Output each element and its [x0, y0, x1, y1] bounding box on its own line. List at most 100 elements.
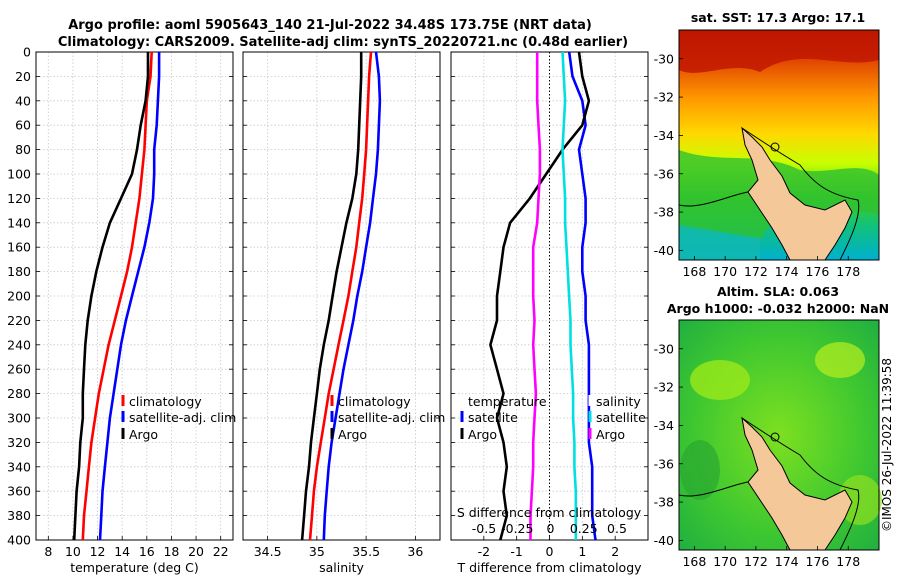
temp-ytick-label: 300 — [7, 411, 31, 426]
temp-legend-climatology: climatology — [129, 394, 202, 409]
sla-map-axes: 168 170 172 174 176 178 -30 -32 -34 -36 -38 -40 — [654, 341, 861, 569]
sla-ytick-label: -30 — [654, 341, 674, 356]
sla-map: 168 170 172 174 176 178 -30 -32 -34 -36 -38 -40 — [654, 319, 882, 569]
temp-ytick-label: 320 — [7, 435, 31, 450]
sla-map-subtitle: Argo h1000: -0.032 h2000: NaN — [667, 301, 889, 316]
sst-warm-band — [679, 30, 879, 73]
temp-ytick-label: 80 — [15, 142, 31, 157]
figure-title-line2: Climatology: CARS2009. Satellite-adj cli… — [58, 35, 628, 50]
temp-ytick-label: 40 — [15, 93, 31, 108]
sla-xtick-label: 168 — [682, 554, 706, 569]
diff-xtick-label: -2 — [478, 544, 490, 559]
sal-xlabel: salinity — [319, 560, 364, 575]
temp-xtick-label: 10 — [65, 544, 81, 559]
temp-ytick-label: 260 — [7, 362, 31, 377]
imos-credit: ©IMOS 26-Jul-2022 11:39:58 — [880, 358, 894, 532]
diff-s-tick-label: 0 — [547, 521, 555, 536]
sst-xtick-label: 170 — [713, 264, 737, 279]
sst-map-frame — [678, 29, 880, 261]
sal-series-argo — [300, 52, 363, 541]
sst-xtick-label: 168 — [682, 264, 706, 279]
temp-frame — [35, 51, 234, 541]
sst-ytick-label: -32 — [654, 90, 674, 105]
temp-ytick-label: 280 — [7, 386, 31, 401]
sst-ytick-label: -34 — [654, 128, 674, 143]
diff-s-tick-label: -0.5 — [472, 521, 496, 536]
sst-contour — [678, 127, 860, 261]
sst-xtick-label: 176 — [806, 264, 830, 279]
temp-ytick-label: 120 — [7, 191, 31, 206]
temp-ytick-label: 180 — [7, 264, 31, 279]
sla-xtick-label: 172 — [744, 554, 768, 569]
temp-xlabel: temperature (deg C) — [70, 560, 199, 575]
sla-map-title: Altim. SLA: 0.063 — [717, 284, 839, 299]
temp-ytick-label: 380 — [7, 508, 31, 523]
diff-s-tick-label: 0.25 — [570, 521, 598, 536]
temp-xtick-label: 18 — [163, 544, 179, 559]
diff-legend-sal-satellite: satellite — [596, 410, 646, 425]
sla-blob-1 — [690, 360, 750, 400]
temp-ytick-label: 360 — [7, 484, 31, 499]
sst-xtick-label: 178 — [836, 264, 860, 279]
sal-xtick-label: 35 — [309, 544, 325, 559]
sst-map: 168 170 172 174 176 178 -30 -32 -34 -36 -38 -40 — [654, 29, 880, 279]
temp-series-argo — [72, 52, 150, 541]
sla-argo-marker — [770, 432, 780, 442]
sla-ytick-label: -36 — [654, 456, 674, 471]
sla-xtick-label: 174 — [775, 554, 799, 569]
sla-blob-2 — [815, 342, 865, 378]
sst-map-axes: 168 170 172 174 176 178 -30 -32 -34 -36 -38 -40 — [654, 51, 861, 279]
temp-ytick-label: 220 — [7, 313, 31, 328]
temp-xtick-label: 22 — [213, 544, 229, 559]
sst-ytick-label: -38 — [654, 205, 674, 220]
sla-contour — [678, 417, 860, 551]
sla-blob-4 — [838, 475, 882, 525]
difference-panel: -2 -1 0 1 2T difference from climatology S di… — [450, 51, 649, 575]
sla-ytick-label: -32 — [654, 380, 674, 395]
diff-series-temperature-satellite — [567, 51, 597, 541]
temp-series-climatology — [81, 51, 153, 541]
temp-ytick-label: 340 — [7, 459, 31, 474]
sst-xtick-label: 172 — [744, 264, 768, 279]
sla-land-north-island — [741, 416, 853, 551]
diff-s-tick-label: 0.5 — [607, 521, 627, 536]
sal-legend-argo: Argo — [338, 427, 367, 442]
diff-xlabel: T difference from climatology — [456, 560, 642, 575]
temp-xtick-label: 8 — [44, 544, 52, 559]
temp-ytick-label: 240 — [7, 337, 31, 352]
temp-xtick-label: 12 — [90, 544, 106, 559]
diff-xtick-label: -1 — [510, 544, 522, 559]
sal-xtick-label: 36 — [407, 544, 423, 559]
sla-ytick-label: -40 — [654, 533, 674, 548]
diff-xtick-label: 1 — [578, 544, 586, 559]
sal-frame — [242, 51, 441, 541]
sla-ytick-label: -34 — [654, 418, 674, 433]
diff-legend-temperature: temperature — [468, 394, 547, 409]
temp-legend-argo: Argo — [129, 427, 158, 442]
sst-xtick-label: 174 — [775, 264, 799, 279]
diff-series-temperature-argo — [489, 51, 591, 541]
sst-cool-band — [679, 225, 760, 260]
diff-s-axis-label: S difference from climatology — [457, 505, 642, 520]
sla-xtick-label: 176 — [806, 554, 830, 569]
temp-ytick-label: 0 — [23, 45, 31, 60]
diff-series-salinity-argo — [529, 52, 542, 540]
sst-land-north-island — [741, 126, 853, 261]
figure-title-line1: Argo profile: aoml 5905643_140 21-Jul-20… — [68, 18, 592, 33]
temp-ytick-label: 160 — [7, 240, 31, 255]
sla-xtick-label: 170 — [713, 554, 737, 569]
sal-legend-climatology: climatology — [338, 394, 411, 409]
sla-ytick-label: -38 — [654, 495, 674, 510]
temp-ytick-label: 20 — [15, 69, 31, 84]
sla-xtick-label: 178 — [836, 554, 860, 569]
diff-series-salinity-satellite — [561, 51, 578, 540]
temp-series-satellite-adj-clim — [98, 52, 161, 541]
temp-xtick-label: 16 — [139, 544, 155, 559]
salinity-panel: 34.5 35 35.5 36 salinity climatologysatellite… — [242, 51, 445, 575]
diff-legend-sal-argo: Argo — [596, 427, 625, 442]
diff-legend-salinity: salinity — [596, 394, 641, 409]
sst-ytick-label: -36 — [654, 166, 674, 181]
temp-ytick-label: 140 — [7, 215, 31, 230]
temp-xtick-label: 14 — [114, 544, 130, 559]
